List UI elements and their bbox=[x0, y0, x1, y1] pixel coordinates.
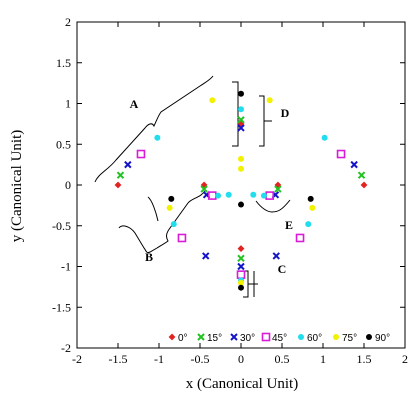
y-axis-title: y (Canonical Unit) bbox=[9, 130, 25, 242]
marker-75deg bbox=[238, 165, 244, 172]
y-tick-label: 0.5 bbox=[56, 137, 71, 151]
marker-30deg bbox=[272, 252, 280, 260]
legend-0deg-marker bbox=[168, 333, 176, 341]
marker-45deg bbox=[208, 191, 217, 200]
x-tick-label: 2 bbox=[402, 352, 408, 366]
marker-75deg bbox=[209, 97, 216, 104]
legend-60deg-marker bbox=[298, 334, 304, 340]
marker-60deg bbox=[154, 134, 161, 141]
marker-45deg bbox=[136, 149, 146, 159]
x-tick-label: -0.5 bbox=[191, 352, 210, 366]
marker-30deg bbox=[237, 262, 245, 271]
legend-30deg-label: 30° bbox=[240, 333, 255, 344]
legend-75deg-label: 75° bbox=[342, 333, 357, 344]
plot-frame bbox=[76, 21, 406, 349]
legend-30deg-marker bbox=[230, 333, 238, 341]
marker-15deg bbox=[357, 171, 366, 179]
marker-90deg bbox=[168, 195, 175, 202]
marker-15deg bbox=[237, 116, 245, 124]
marker-30deg bbox=[350, 160, 358, 169]
data-markers bbox=[114, 90, 368, 291]
brace-c bbox=[243, 270, 258, 298]
plot-area bbox=[76, 21, 406, 349]
legend: 0° 15° 30° 45° 60° 75° 90° bbox=[168, 332, 390, 344]
brace-b bbox=[118, 190, 206, 253]
x-tick-label: 0.5 bbox=[275, 352, 290, 366]
y-tick-label: -0.5 bbox=[52, 219, 71, 233]
marker-30deg bbox=[124, 160, 132, 169]
marker-45deg bbox=[336, 149, 346, 159]
marker-45deg bbox=[265, 191, 275, 200]
y-tick-label: 1 bbox=[65, 97, 71, 111]
annotation-c: C bbox=[278, 262, 287, 276]
marker-60deg bbox=[260, 192, 267, 199]
x-tick-label: 1.5 bbox=[357, 352, 372, 366]
y-tick-label: -1.5 bbox=[52, 300, 71, 314]
marker-75deg bbox=[238, 279, 244, 286]
legend-90deg-marker bbox=[366, 334, 372, 340]
marker-90deg bbox=[238, 90, 244, 97]
legend-75deg-marker bbox=[333, 334, 339, 340]
marker-30deg bbox=[237, 124, 245, 132]
marker-60deg bbox=[225, 191, 232, 198]
annotation-e: E bbox=[285, 218, 293, 232]
marker-75deg bbox=[309, 204, 316, 211]
annotation-b: B bbox=[145, 250, 153, 264]
x-axis-title: x (Canonical Unit) bbox=[186, 376, 298, 392]
marker-90deg bbox=[307, 195, 314, 202]
marker-60deg bbox=[250, 191, 257, 198]
marker-75deg bbox=[238, 155, 244, 162]
legend-15deg-marker bbox=[197, 333, 205, 341]
marker-0deg bbox=[360, 181, 368, 189]
annotation-d: D bbox=[281, 106, 290, 120]
marker-30deg bbox=[202, 252, 210, 260]
marker-15deg bbox=[116, 171, 125, 179]
marker-15deg bbox=[237, 254, 245, 263]
marker-60deg bbox=[321, 134, 328, 141]
legend-60deg-label: 60° bbox=[307, 333, 322, 344]
brace-d bbox=[232, 81, 272, 147]
annotations: A B C D E bbox=[94, 75, 293, 298]
brace-e bbox=[255, 199, 291, 213]
legend-45deg-marker bbox=[261, 332, 271, 342]
y-tick-label: -1 bbox=[61, 260, 71, 274]
x-tick-label: -2 bbox=[72, 352, 82, 366]
marker-60deg bbox=[305, 221, 312, 228]
marker-0deg bbox=[114, 181, 122, 189]
y-tick-label: -2 bbox=[61, 341, 71, 355]
y-tick-label: 2 bbox=[65, 15, 71, 29]
marker-90deg bbox=[238, 201, 244, 208]
y-tick-label: 1.5 bbox=[56, 56, 71, 70]
marker-0deg bbox=[237, 245, 245, 252]
marker-75deg bbox=[166, 204, 173, 211]
marker-45deg bbox=[295, 233, 305, 243]
axis-ticks: -2 -1.5 -1 -0.5 0 0.5 1 1.5 2 -2 -1.5 -1 -0.5 0 0.5 1 1.… bbox=[52, 15, 408, 366]
y-tick-label: 0 bbox=[65, 178, 71, 192]
x-tick-label: -1 bbox=[154, 352, 164, 366]
marker-90deg bbox=[238, 284, 244, 291]
marker-45deg bbox=[236, 270, 246, 279]
x-tick-label: 0 bbox=[238, 352, 244, 366]
marker-75deg bbox=[266, 97, 273, 104]
x-tick-label: -1.5 bbox=[109, 352, 128, 366]
marker-15deg bbox=[200, 185, 208, 193]
marker-15deg bbox=[274, 185, 282, 193]
brace-a bbox=[94, 75, 214, 183]
annotation-a: A bbox=[130, 97, 139, 111]
x-tick-label: 1 bbox=[320, 352, 326, 366]
marker-60deg bbox=[238, 106, 244, 113]
legend-90deg-label: 90° bbox=[375, 333, 390, 344]
marker-60deg bbox=[170, 221, 177, 228]
marker-60deg bbox=[215, 192, 222, 199]
legend-0deg-label: 0° bbox=[178, 333, 188, 344]
legend-45deg-label: 45° bbox=[272, 333, 287, 344]
legend-15deg-label: 15° bbox=[207, 333, 222, 344]
marker-45deg bbox=[177, 233, 187, 243]
